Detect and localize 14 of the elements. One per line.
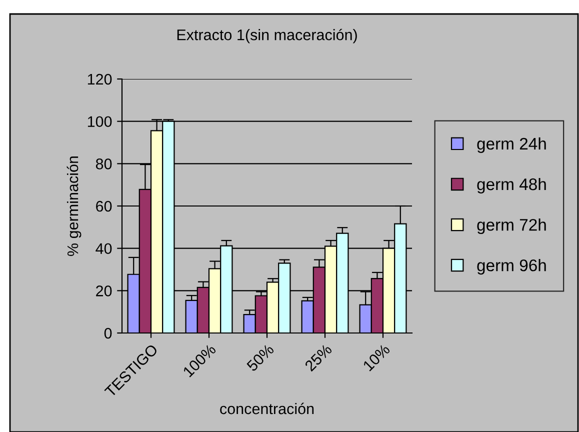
chart-title: Extracto 1(sin maceración) [177,28,357,44]
y-tick-label: 80 [96,158,112,170]
y-tick-label: 40 [96,243,112,254]
y-tick-label: 120 [88,74,112,85]
legend-label: germ 72h [477,218,546,234]
legend-label: germ 48h [477,178,546,194]
y-tick-label: 100 [88,116,112,128]
y-tick-label: 0 [104,328,112,339]
y-tick-label: 60 [96,200,112,212]
y-axis-title: % germinación [66,156,82,256]
x-axis-title: concentración [220,402,314,414]
y-tick-label: 20 [96,286,112,296]
legend-label: germ 24h [477,137,546,153]
legend-label: germ 96h [477,259,546,275]
